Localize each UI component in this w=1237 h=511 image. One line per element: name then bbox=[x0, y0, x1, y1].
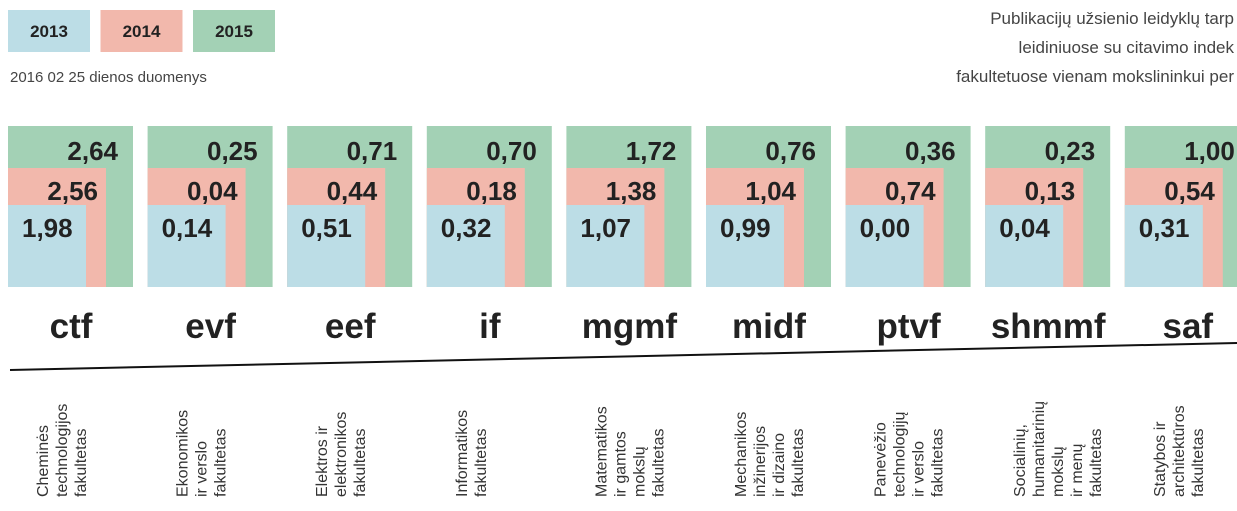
faculty-name-line: ir verslo bbox=[194, 441, 211, 497]
faculty-abbr: midf bbox=[732, 307, 806, 346]
value-2014: 1,38 bbox=[606, 176, 657, 206]
title-line: fakultetuose vienam mokslininkui per bbox=[956, 67, 1234, 86]
value-2014: 0,54 bbox=[1164, 176, 1215, 206]
faculty-abbr: saf bbox=[1163, 307, 1214, 346]
value-2014: 0,44 bbox=[327, 176, 378, 206]
value-2015: 0,76 bbox=[765, 136, 816, 166]
faculty-name-line: ir dizaino bbox=[771, 433, 788, 497]
faculty-abbr: ptvf bbox=[877, 307, 942, 346]
faculty-name-line: Panevėžio bbox=[873, 422, 890, 497]
faculty-abbr: ctf bbox=[50, 307, 93, 346]
value-2013: 0,00 bbox=[860, 213, 911, 243]
date-note: 2016 02 25 dienos duomenys bbox=[10, 69, 207, 86]
square-2013 bbox=[287, 205, 366, 287]
faculty-name-line: fakultetas bbox=[473, 429, 490, 497]
title-line: leidiniuose su citavimo indek bbox=[1019, 38, 1235, 57]
legend-label: 2013 bbox=[30, 22, 68, 41]
value-2014: 0,74 bbox=[885, 176, 936, 206]
value-2013: 0,51 bbox=[301, 213, 352, 243]
faculty-name-line: Mechanikos bbox=[733, 412, 750, 497]
faculty-name-line: elektronikos bbox=[333, 412, 350, 497]
faculty-name-line: Ekonomikos bbox=[175, 410, 192, 497]
faculty-abbr: evf bbox=[185, 307, 236, 346]
square-2013 bbox=[706, 205, 784, 287]
faculty-name-line: inžinerijos bbox=[752, 426, 769, 497]
value-2015: 0,36 bbox=[905, 136, 956, 166]
square-2013 bbox=[426, 205, 505, 287]
faculty-name-line: fakultetas bbox=[352, 429, 369, 497]
faculty-name-line: fakultetas bbox=[1088, 429, 1105, 497]
value-2015: 1,72 bbox=[626, 136, 677, 166]
value-2015: 1,00 bbox=[1184, 136, 1235, 166]
faculty-name-line: fakultetas bbox=[650, 429, 667, 497]
square-2013 bbox=[985, 205, 1064, 287]
faculty-abbr: mgmf bbox=[582, 307, 678, 346]
value-2014: 2,56 bbox=[47, 176, 98, 206]
faculty-abbr: eef bbox=[325, 307, 376, 346]
value-2014: 0,04 bbox=[187, 176, 238, 206]
value-2013: 0,14 bbox=[162, 213, 213, 243]
square-2013 bbox=[1124, 205, 1203, 287]
value-2015: 0,25 bbox=[207, 136, 258, 166]
faculty-name-line: Informatikos bbox=[454, 410, 471, 497]
faculty-name-line: fakultetas bbox=[1190, 429, 1207, 497]
value-2014: 0,18 bbox=[466, 176, 517, 206]
square-2013 bbox=[845, 205, 924, 287]
legend-swatch bbox=[8, 10, 90, 52]
legend-swatch bbox=[193, 10, 275, 52]
value-2015: 0,70 bbox=[486, 136, 537, 166]
faculty-name-line: mokslų bbox=[631, 446, 648, 497]
faculty-name-line: Cheminės bbox=[35, 425, 52, 497]
square-2013 bbox=[8, 205, 86, 287]
faculty-name-line: fakultetas bbox=[73, 429, 90, 497]
value-2013: 0,99 bbox=[720, 213, 771, 243]
value-2013: 1,98 bbox=[22, 213, 73, 243]
faculty-name-line: Matematikos bbox=[593, 406, 610, 497]
faculty-abbr: if bbox=[479, 307, 501, 346]
faculty-name-line: technologijų bbox=[892, 412, 909, 498]
faculty-name-line: Statybos ir bbox=[1152, 421, 1169, 497]
square-2013 bbox=[147, 205, 226, 287]
faculty-name-line: architektūros bbox=[1171, 405, 1188, 497]
title-line: Publikacijų užsienio leidyklų tarp bbox=[990, 9, 1234, 28]
faculty-name-line: Elektros ir bbox=[314, 425, 331, 497]
faculty-name-line: ir menų bbox=[1069, 444, 1086, 497]
value-2013: 0,04 bbox=[999, 213, 1050, 243]
divider bbox=[9, 342, 1237, 371]
faculty-abbr: shmmf bbox=[991, 307, 1106, 346]
faculty-name-line: fakultetas bbox=[213, 429, 230, 497]
legend-label: 2015 bbox=[215, 22, 253, 41]
value-2015: 2,64 bbox=[67, 136, 118, 166]
value-2015: 0,23 bbox=[1045, 136, 1096, 166]
value-2015: 0,71 bbox=[347, 136, 398, 166]
value-2013: 0,31 bbox=[1139, 213, 1190, 243]
faculty-name-line: fakultetas bbox=[930, 429, 947, 497]
faculty-name-line: mokslų bbox=[1050, 446, 1067, 497]
square-2013 bbox=[566, 205, 645, 287]
faculty-name-line: fakultetas bbox=[790, 429, 807, 497]
faculty-name-line: Socialinių, bbox=[1012, 424, 1029, 497]
faculty-name-line: humanitarinių bbox=[1031, 401, 1048, 497]
legend-swatch bbox=[100, 10, 183, 52]
faculty-name-line: ir verslo bbox=[911, 441, 928, 497]
faculty-name-line: technologijos bbox=[54, 404, 71, 497]
legend-label: 2014 bbox=[123, 22, 161, 41]
value-2014: 1,04 bbox=[745, 176, 796, 206]
value-2014: 0,13 bbox=[1025, 176, 1076, 206]
value-2013: 0,32 bbox=[441, 213, 492, 243]
value-2013: 1,07 bbox=[580, 213, 631, 243]
faculty-name-line: ir gamtos bbox=[612, 431, 629, 497]
